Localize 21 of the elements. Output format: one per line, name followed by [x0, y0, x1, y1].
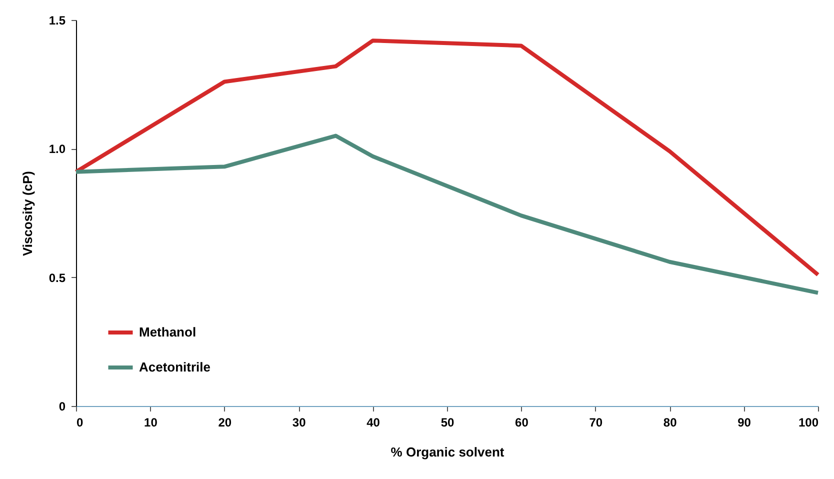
line-series: [74, 38, 820, 277]
x-tick-label: 10: [144, 416, 158, 430]
x-tick-label: 80: [663, 416, 678, 430]
x-tick-label: 30: [292, 416, 306, 430]
x-tick-label: 0: [76, 416, 84, 430]
x-tick-label: 20: [218, 416, 232, 430]
x-tick-label: 90: [738, 416, 752, 430]
legend-label: Acetonitrile: [139, 360, 211, 374]
x-tick-label: 40: [366, 416, 380, 430]
x-tick-label: 70: [589, 416, 603, 430]
x-tick-label: 100: [798, 416, 819, 430]
x-tick-label: 50: [440, 416, 454, 430]
line-series: [74, 134, 820, 295]
x-tick-label: 60: [515, 416, 529, 430]
y-tick-label: 1.0: [48, 142, 66, 156]
x-axis-title: % Organic solvent: [390, 444, 505, 460]
legend-label: Methanol: [139, 324, 196, 340]
y-tick-label: 1.5: [48, 14, 66, 28]
y-tick-label: 0: [58, 400, 66, 414]
y-tick-label: 0.5: [48, 270, 66, 285]
y-axis-title: Viscosity (cP): [20, 170, 35, 256]
